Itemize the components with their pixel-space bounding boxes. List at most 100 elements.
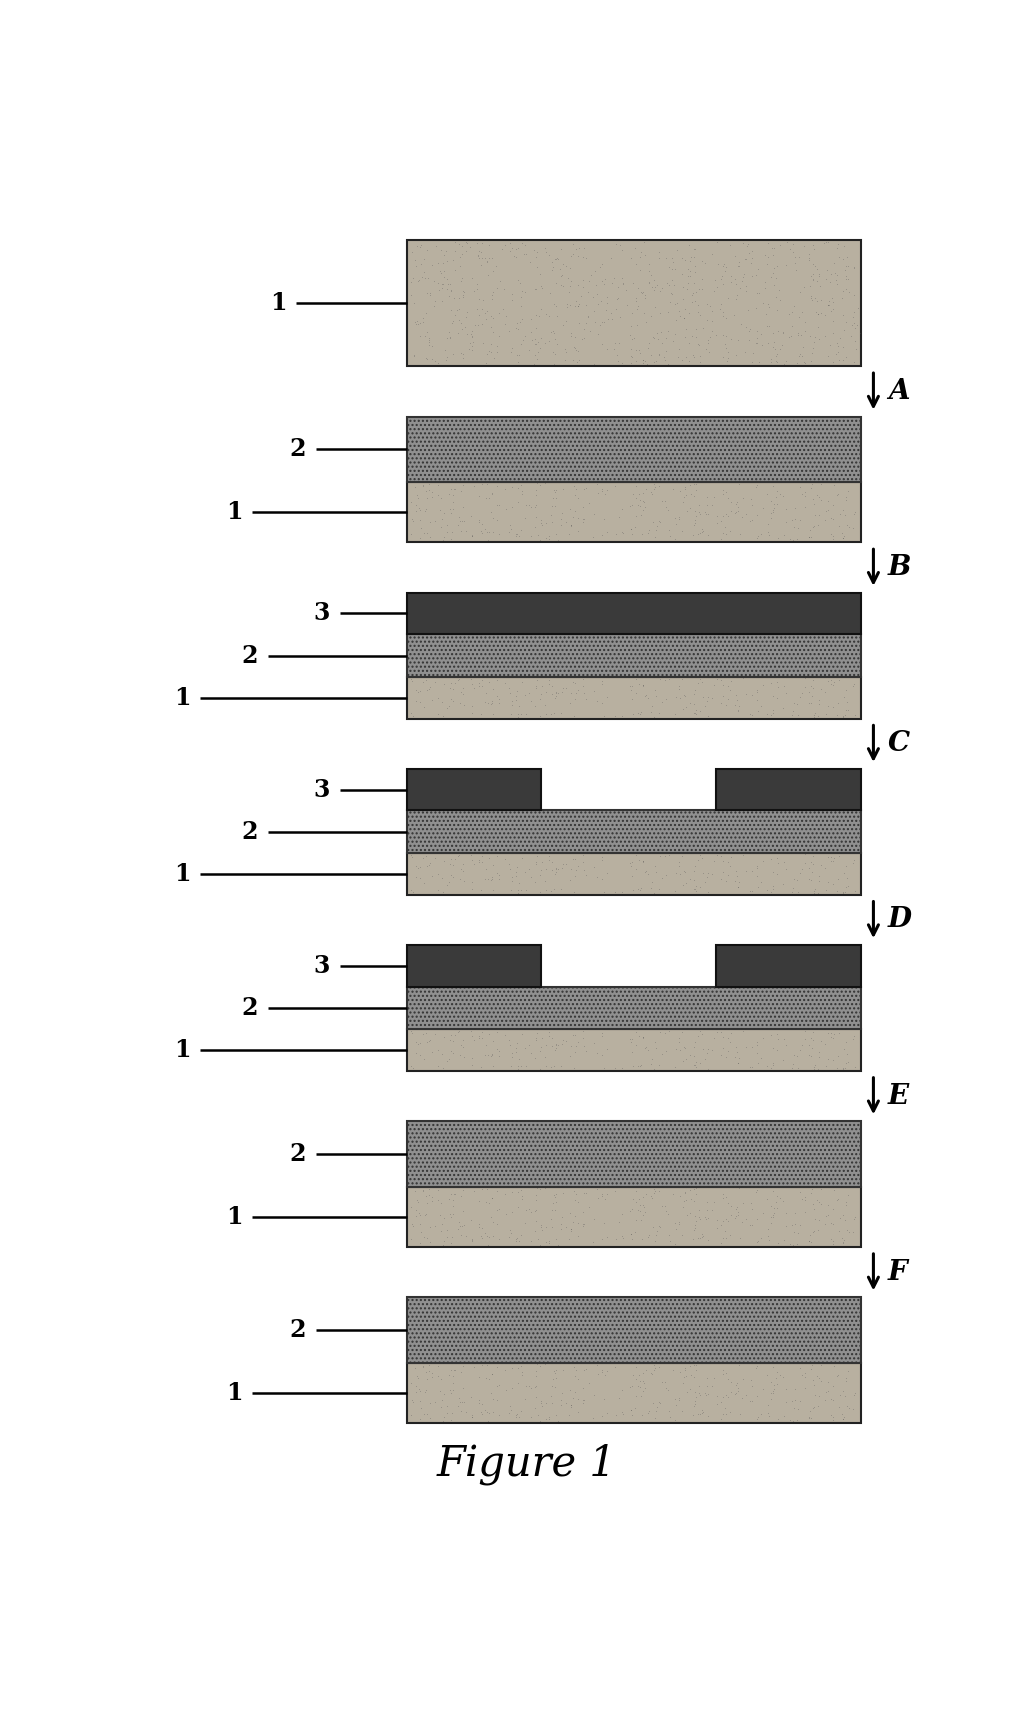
Point xyxy=(623,312,639,340)
Point xyxy=(525,236,542,264)
Point xyxy=(550,526,566,554)
Point xyxy=(651,1051,667,1079)
Point xyxy=(453,854,470,882)
Point xyxy=(770,1405,786,1433)
Point xyxy=(417,497,434,525)
Point xyxy=(769,861,785,889)
Point xyxy=(623,514,639,542)
Point xyxy=(737,501,754,528)
Point xyxy=(558,307,575,335)
Point xyxy=(553,511,570,539)
Point xyxy=(685,1402,701,1429)
Point xyxy=(688,1206,704,1234)
Point xyxy=(832,501,848,528)
Point xyxy=(797,309,813,337)
Point xyxy=(844,311,860,338)
Point xyxy=(444,488,461,516)
Point xyxy=(427,268,443,295)
Point xyxy=(682,257,698,285)
Point xyxy=(471,243,487,271)
Point xyxy=(587,257,603,285)
Point xyxy=(690,1022,706,1049)
Point xyxy=(421,331,438,359)
Point xyxy=(727,1205,743,1232)
Point xyxy=(645,1213,661,1241)
Point xyxy=(508,314,524,342)
Point xyxy=(811,483,828,511)
Point xyxy=(714,1024,731,1051)
Point xyxy=(464,692,480,720)
Point xyxy=(404,668,420,696)
Point xyxy=(430,1175,446,1203)
Point xyxy=(829,1186,845,1213)
Point xyxy=(430,471,446,499)
Point xyxy=(642,342,659,369)
Point xyxy=(453,1358,470,1386)
Point xyxy=(805,1018,821,1046)
Point xyxy=(709,1206,726,1234)
Point xyxy=(786,1210,803,1238)
Point xyxy=(635,278,652,306)
Point xyxy=(408,863,425,891)
Point xyxy=(781,525,798,552)
Point xyxy=(817,266,834,293)
Point xyxy=(578,292,594,319)
Point xyxy=(561,520,578,547)
Point xyxy=(454,1198,471,1225)
Point xyxy=(639,1037,656,1065)
Point xyxy=(414,471,431,499)
Point xyxy=(765,1379,781,1407)
Point xyxy=(658,1037,674,1065)
Point xyxy=(538,854,554,882)
Point xyxy=(759,1186,775,1213)
Point xyxy=(674,1222,691,1250)
Point xyxy=(596,266,613,293)
Point xyxy=(646,1351,662,1379)
Point xyxy=(722,677,738,704)
Point xyxy=(763,499,779,526)
Point xyxy=(718,866,734,894)
Point xyxy=(812,300,829,328)
Point xyxy=(678,692,695,720)
Point xyxy=(829,1053,845,1080)
Point xyxy=(436,523,452,551)
Point xyxy=(454,1388,471,1415)
Point xyxy=(412,1377,429,1405)
Point xyxy=(469,269,485,297)
Point xyxy=(469,295,485,323)
Point xyxy=(718,513,734,540)
Point xyxy=(433,236,449,264)
Point xyxy=(804,340,820,368)
Point xyxy=(406,290,423,318)
Point xyxy=(593,476,610,504)
Point xyxy=(727,1044,743,1072)
Point xyxy=(471,506,487,533)
Point xyxy=(431,276,447,304)
Point xyxy=(835,347,851,375)
Point xyxy=(804,1351,820,1379)
Point xyxy=(610,347,626,375)
Point xyxy=(454,471,471,499)
Point xyxy=(531,702,548,730)
Point xyxy=(713,262,730,290)
Point xyxy=(675,1364,692,1391)
Point xyxy=(523,1198,540,1225)
Point xyxy=(802,516,818,544)
Point xyxy=(834,285,850,312)
Point xyxy=(843,323,859,350)
Point xyxy=(454,494,471,521)
Point xyxy=(735,485,751,513)
Text: 1: 1 xyxy=(174,685,190,709)
Point xyxy=(836,1403,852,1431)
Point xyxy=(667,255,684,283)
Point xyxy=(794,299,810,326)
Point xyxy=(416,520,433,547)
Point xyxy=(534,1212,550,1239)
Point xyxy=(474,1018,490,1046)
Point xyxy=(714,847,731,875)
Point xyxy=(514,306,530,333)
Point xyxy=(417,1376,434,1403)
Point xyxy=(471,1386,487,1414)
Point xyxy=(528,345,545,373)
Point xyxy=(765,1049,781,1077)
